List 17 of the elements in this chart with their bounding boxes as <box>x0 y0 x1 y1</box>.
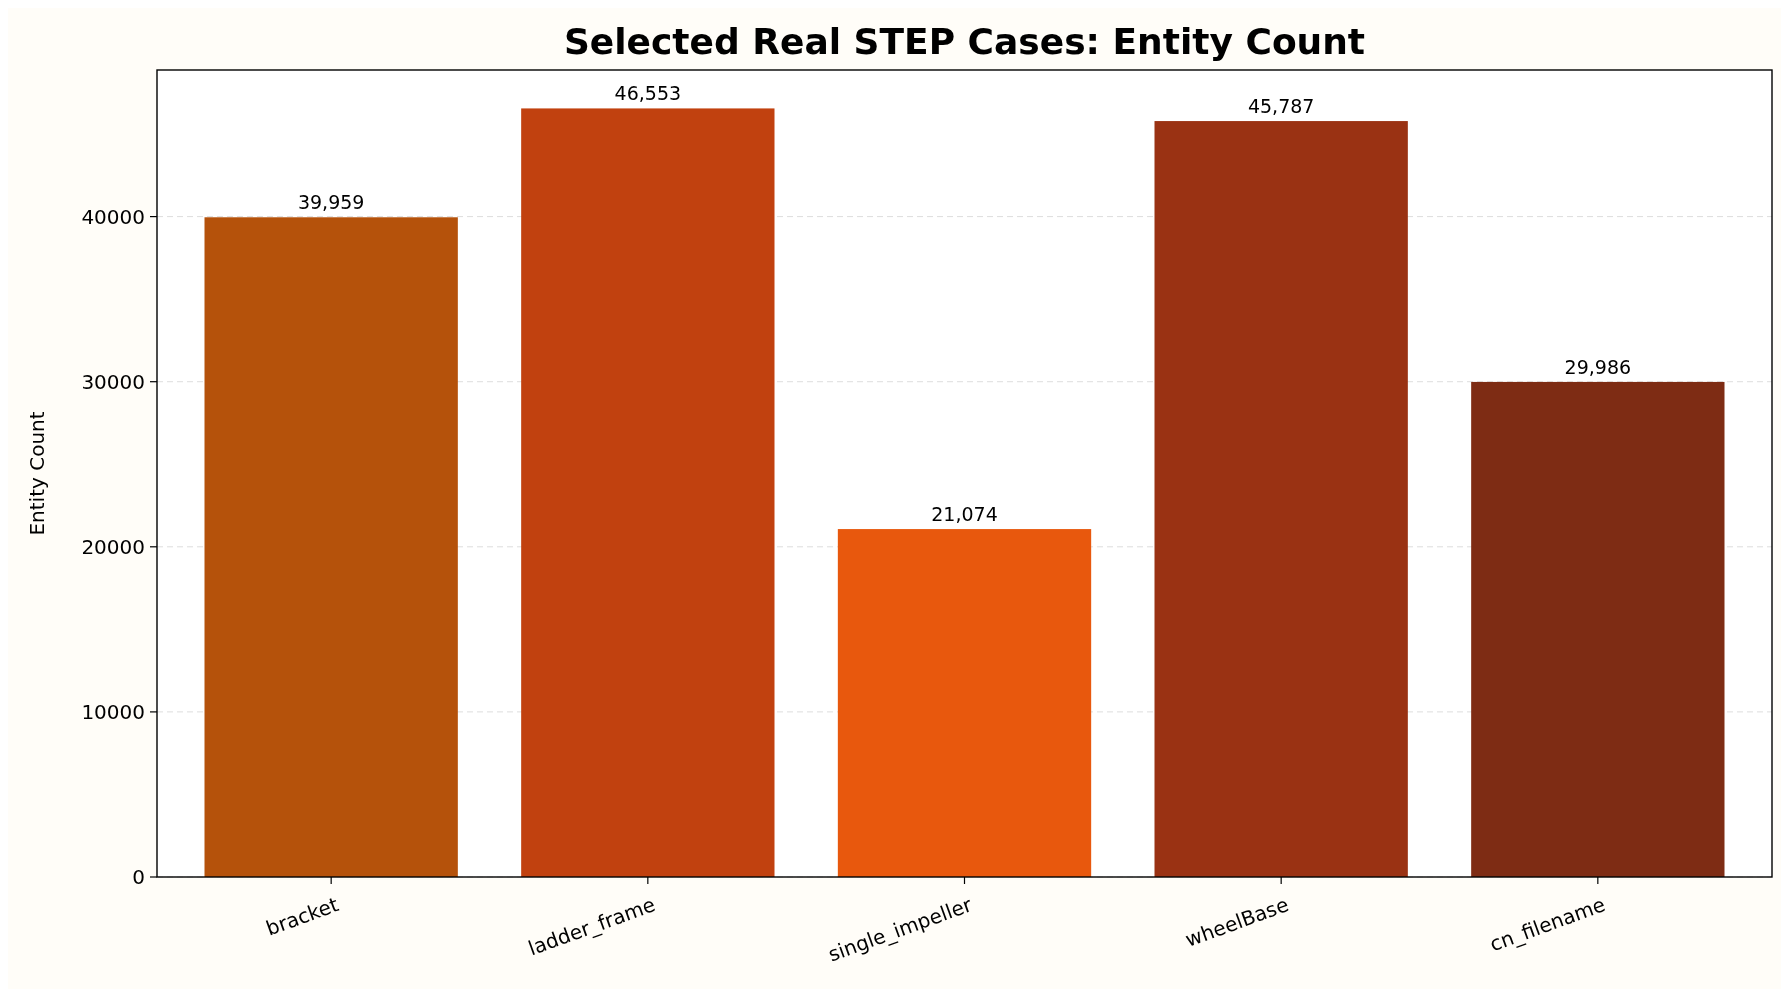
bar <box>1471 381 1725 877</box>
data-label: 46,553 <box>614 82 682 105</box>
y-axis-title: Entity Count <box>25 411 49 536</box>
bar <box>204 217 458 877</box>
data-label: 21,074 <box>931 503 998 526</box>
y-tick-label: 20000 <box>81 534 145 559</box>
y-tick-label: 30000 <box>81 369 145 394</box>
chart-title: Selected Real STEP Cases: Entity Count <box>563 21 1366 62</box>
y-tick-label: 40000 <box>81 204 145 229</box>
bar <box>1154 121 1408 877</box>
data-label: 39,959 <box>297 191 365 214</box>
bar <box>521 108 775 877</box>
bar <box>837 529 1092 877</box>
data-label: 45,787 <box>1247 95 1315 118</box>
y-tick-label: 0 <box>132 865 145 889</box>
y-tick-label: 10000 <box>81 699 145 724</box>
data-label: 29,986 <box>1564 355 1632 378</box>
